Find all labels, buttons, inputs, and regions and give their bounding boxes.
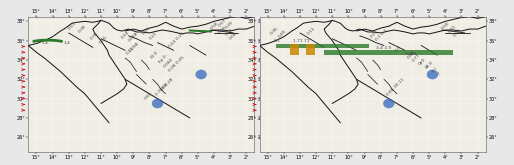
Text: Ep 0.: Ep 0. [158,53,169,64]
Text: 0.040: 0.040 [163,57,174,69]
Text: 0.77: 0.77 [412,53,421,63]
Text: 1.0: 1.0 [394,45,402,52]
Text: 0.1: 0.1 [274,39,281,43]
Text: 0.1 0.1: 0.1 0.1 [375,28,388,42]
Text: 0.57: 0.57 [217,18,227,28]
Text: 3.4 3.9: 3.4 3.9 [376,46,391,50]
Text: 0.098: 0.098 [129,41,140,52]
Text: 0.11: 0.11 [307,26,317,36]
Text: 0.63 0.21: 0.63 0.21 [168,31,185,48]
Text: 0.21: 0.21 [370,29,379,39]
Text: 0.60: 0.60 [143,91,153,101]
Text: 0.38: 0.38 [77,24,87,34]
Text: 0.58: 0.58 [441,21,451,31]
Text: 0.08: 0.08 [159,82,169,92]
Text: 0.49: 0.49 [278,29,287,39]
Text: 0.56: 0.56 [217,25,227,35]
Bar [276,44,370,48]
Text: 0.10: 0.10 [98,35,108,45]
Text: l²: l² [437,70,443,75]
Text: 1.4: 1.4 [64,41,71,45]
Bar [290,44,299,55]
Text: 0.063: 0.063 [405,52,417,56]
Text: p i: p i [431,66,438,73]
Text: 0.14: 0.14 [121,30,131,40]
Text: 88.0: 88.0 [425,60,434,70]
Text: 1.4: 1.4 [41,41,48,45]
Ellipse shape [427,70,438,79]
Text: 0.780 0.28: 0.780 0.28 [155,77,174,97]
Bar [306,44,315,55]
Text: 0.41: 0.41 [447,24,457,34]
Text: 0.21: 0.21 [148,31,158,41]
Text: 0.68: 0.68 [407,50,417,60]
Text: 0.57: 0.57 [67,21,77,31]
Text: 0.53: 0.53 [142,26,152,36]
Text: 0.36: 0.36 [90,31,100,41]
Text: 0.20: 0.20 [224,20,234,30]
Text: 11.0: 11.0 [150,50,159,60]
Text: 0.08: 0.08 [229,31,238,41]
Text: 0p0: 0p0 [418,57,427,66]
Text: 0.24: 0.24 [224,27,234,37]
Ellipse shape [383,99,394,108]
Text: 0.36: 0.36 [270,26,279,36]
Text: 0.08 0.45: 0.08 0.45 [168,55,185,73]
Ellipse shape [195,70,207,79]
Bar [324,50,453,55]
Text: 1.71 71: 1.71 71 [293,39,310,43]
Text: 0.08: 0.08 [452,28,462,38]
Ellipse shape [152,99,163,108]
Text: 0.088: 0.088 [127,31,139,43]
Text: 0.11: 0.11 [125,47,135,56]
Text: 0.58: 0.58 [210,21,219,31]
Text: 0.68 30.11: 0.68 30.11 [386,77,406,97]
